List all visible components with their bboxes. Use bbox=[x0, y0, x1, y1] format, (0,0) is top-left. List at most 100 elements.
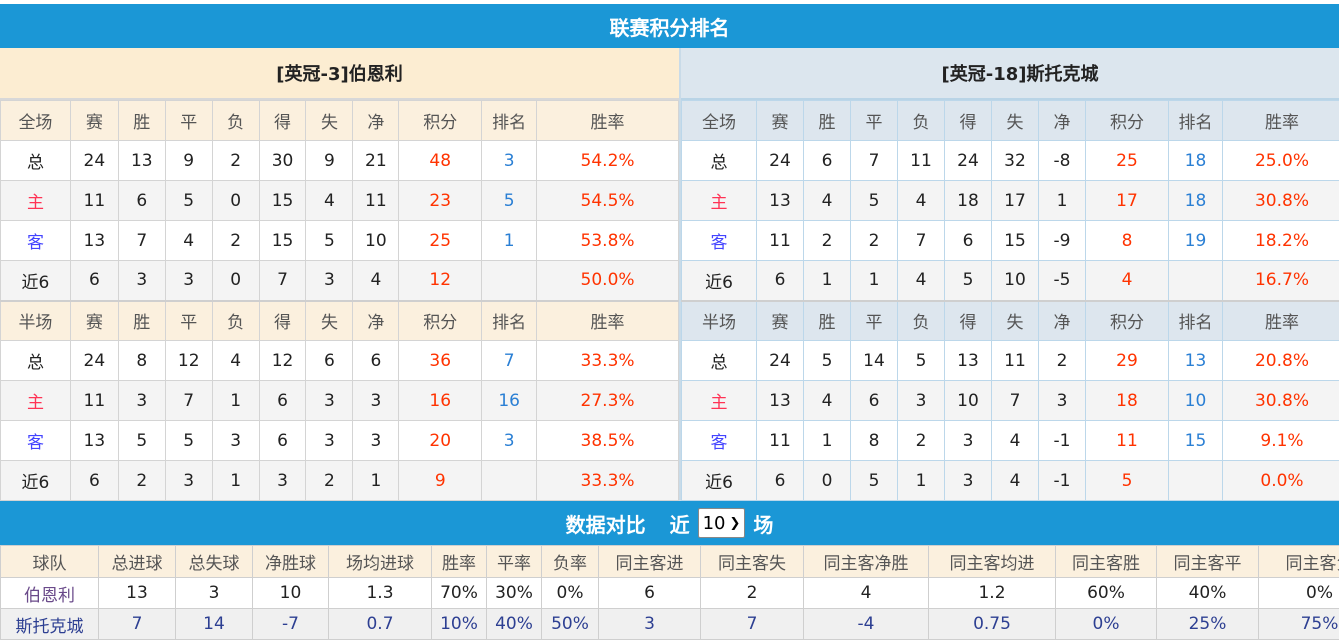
cell: 13 bbox=[756, 380, 804, 421]
cell: 21 bbox=[352, 140, 400, 181]
row-label: 近6 bbox=[0, 460, 71, 501]
cell: 15 bbox=[991, 220, 1039, 261]
cell: 60% bbox=[1055, 577, 1157, 609]
row-label: 主 bbox=[681, 380, 757, 421]
cell: 18 bbox=[944, 180, 992, 221]
cell: 29 bbox=[1085, 340, 1169, 381]
cell: 10 bbox=[252, 577, 329, 609]
column-header: 赛 bbox=[69, 299, 119, 341]
cell: 18 bbox=[1085, 380, 1169, 421]
cell: 11 bbox=[897, 140, 945, 181]
cell: 25.0% bbox=[1222, 140, 1339, 181]
column-header: 积分 bbox=[398, 100, 483, 141]
cell: 30.8% bbox=[1222, 380, 1339, 421]
cell: 6 bbox=[756, 260, 804, 301]
column-header: 积分 bbox=[1085, 299, 1169, 341]
cell: 7 bbox=[164, 380, 213, 421]
cell: 5 bbox=[305, 220, 354, 261]
table-row: 主 13 4 5 4 18 17 1 17 18 30.8% bbox=[681, 180, 1339, 221]
cell: 54.5% bbox=[536, 180, 679, 221]
column-header: 同主客负 bbox=[1258, 545, 1339, 578]
cell: 2 bbox=[211, 140, 260, 181]
cell: 5 bbox=[164, 180, 213, 221]
cell: 0% bbox=[1258, 577, 1339, 609]
table-row: 总 24 8 12 4 12 6 6 36 7 33.3% bbox=[0, 340, 679, 381]
row-label: 主 bbox=[0, 180, 71, 221]
cell: 13 bbox=[69, 420, 119, 461]
cell: 10% bbox=[431, 608, 487, 640]
cell: -5 bbox=[1038, 260, 1086, 301]
cell: 13 bbox=[944, 340, 992, 381]
column-header: 赛 bbox=[69, 100, 119, 141]
cell: 1.2 bbox=[928, 577, 1056, 609]
cell: 4 bbox=[352, 260, 400, 301]
cell: 12 bbox=[258, 340, 307, 381]
cell: 5 bbox=[803, 340, 851, 381]
cell: 4 bbox=[897, 260, 945, 301]
cell: 2 bbox=[803, 220, 851, 261]
column-header: 排名 bbox=[481, 100, 538, 141]
row-label: 总 bbox=[0, 340, 71, 381]
cell: 4 bbox=[991, 420, 1039, 461]
team-name: 伯恩利 bbox=[0, 577, 99, 609]
column-header: 净 bbox=[1038, 299, 1086, 341]
cell: 9 bbox=[398, 460, 483, 501]
column-header: 全场 bbox=[681, 100, 757, 141]
column-header: 负 bbox=[211, 299, 260, 341]
cell: 7 bbox=[481, 340, 538, 381]
cell: 40% bbox=[486, 608, 542, 640]
cell: 14 bbox=[850, 340, 898, 381]
cell: 30% bbox=[486, 577, 542, 609]
table-row: 总 24 13 9 2 30 9 21 48 3 54.2% bbox=[0, 140, 679, 181]
cell: 3 bbox=[944, 460, 992, 501]
column-header: 胜率 bbox=[431, 545, 487, 578]
cell: 11 bbox=[756, 220, 804, 261]
column-header: 球队 bbox=[0, 545, 99, 578]
cell: 5 bbox=[1085, 460, 1169, 501]
match-count-select[interactable]: 10 ❯ bbox=[697, 508, 746, 538]
cell: 1 bbox=[897, 460, 945, 501]
cell: 13 bbox=[117, 140, 166, 181]
cell: 1 bbox=[803, 260, 851, 301]
column-header: 胜率 bbox=[536, 100, 679, 141]
table-row: 客 13 7 4 2 15 5 10 25 1 53.8% bbox=[0, 220, 679, 261]
column-header: 胜 bbox=[117, 299, 166, 341]
column-header: 半场 bbox=[681, 299, 757, 341]
row-label: 客 bbox=[0, 420, 71, 461]
cell: 6 bbox=[69, 460, 119, 501]
cell: 1 bbox=[352, 460, 400, 501]
row-label: 总 bbox=[681, 140, 757, 181]
full-header-row: 全场赛胜平负得失净积分 排名 胜率 bbox=[681, 100, 1339, 141]
cell: 15 bbox=[1168, 420, 1223, 461]
column-header: 平 bbox=[164, 100, 213, 141]
cell: 5 bbox=[897, 340, 945, 381]
cell: 25 bbox=[1085, 140, 1169, 181]
cell: 33.3% bbox=[536, 340, 679, 381]
cell bbox=[481, 460, 538, 501]
cell: 3 bbox=[305, 260, 354, 301]
cell: 18 bbox=[1168, 140, 1223, 181]
cell: 4 bbox=[1085, 260, 1169, 301]
match-count-value: 10 bbox=[702, 512, 726, 534]
column-header: 同主客均进 bbox=[928, 545, 1056, 578]
cell: 2 bbox=[117, 460, 166, 501]
cell: 8 bbox=[850, 420, 898, 461]
cell: 10 bbox=[352, 220, 400, 261]
cell: 3 bbox=[211, 420, 260, 461]
cell: 20.8% bbox=[1222, 340, 1339, 381]
cell bbox=[1168, 260, 1223, 301]
table-row: 客 11 2 2 7 6 15 -9 8 19 18.2% bbox=[681, 220, 1339, 261]
cell: 48 bbox=[398, 140, 483, 181]
table-row: 客 13 5 5 3 6 3 3 20 3 38.5% bbox=[0, 420, 679, 461]
cell: 4 bbox=[305, 180, 354, 221]
row-label: 主 bbox=[681, 180, 757, 221]
column-header: 胜率 bbox=[1222, 299, 1339, 341]
full-header-row: 全场赛胜平负得失净积分 排名 胜率 bbox=[0, 100, 679, 141]
column-header: 全场 bbox=[0, 100, 71, 141]
cell: 54.2% bbox=[536, 140, 679, 181]
cell: 9.1% bbox=[1222, 420, 1339, 461]
compare-title-bar: 数据对比 近 10 ❯ 场 bbox=[0, 501, 1339, 545]
cell: 19 bbox=[1168, 220, 1223, 261]
cell: 32 bbox=[991, 140, 1039, 181]
column-header: 胜 bbox=[803, 299, 851, 341]
